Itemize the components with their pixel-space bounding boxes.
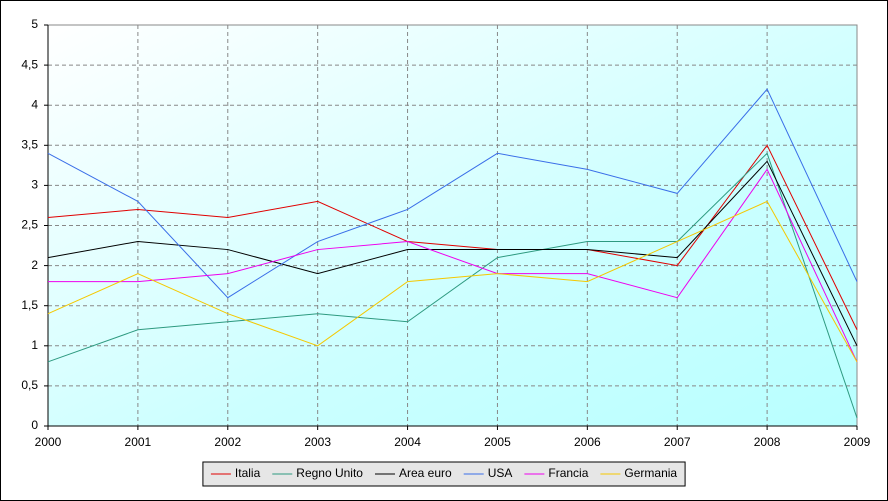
- y-tick-label: 3,5: [21, 137, 38, 151]
- y-tick-label: 1: [31, 338, 38, 352]
- series-line: [47, 144, 858, 330]
- x-tick-label: 2002: [214, 435, 241, 449]
- x-tick-label: 2005: [484, 435, 511, 449]
- x-tick-label: 2000: [35, 435, 62, 449]
- y-tick-label: 0,5: [21, 378, 38, 392]
- x-tick-label: 2001: [125, 435, 152, 449]
- x-tick-label: 2003: [304, 435, 331, 449]
- y-tick-label: 2,5: [21, 218, 38, 232]
- legend-label: Francia: [548, 466, 588, 480]
- legend: Italia Regno Unito Area euro USA Francia Germ…: [202, 461, 686, 487]
- series-line: [47, 200, 858, 363]
- series-line: [48, 168, 858, 363]
- legend-label: Area euro: [399, 466, 452, 480]
- legend-label: Italia: [235, 466, 261, 480]
- x-tick-label: 2006: [574, 435, 601, 449]
- series-line: [47, 160, 858, 347]
- series-line: [47, 152, 858, 419]
- x-tick-label: 2004: [394, 435, 421, 449]
- legend-label: Germania: [624, 466, 677, 480]
- x-tick-label: 2008: [754, 435, 781, 449]
- y-tick-label: 1,5: [21, 298, 38, 312]
- legend-label: USA: [488, 466, 513, 480]
- series-line: [47, 88, 858, 299]
- y-tick-label: 4: [31, 97, 38, 111]
- legend-label: Regno Unito: [296, 466, 363, 480]
- y-tick-label: 0: [31, 418, 38, 432]
- x-tick-label: 2007: [664, 435, 691, 449]
- y-tick-label: 4,5: [21, 57, 38, 71]
- y-tick-label: 5: [31, 17, 38, 31]
- x-tick-label: 2009: [844, 435, 871, 449]
- y-tick-label: 2: [31, 258, 38, 272]
- y-tick-label: 3: [31, 178, 38, 192]
